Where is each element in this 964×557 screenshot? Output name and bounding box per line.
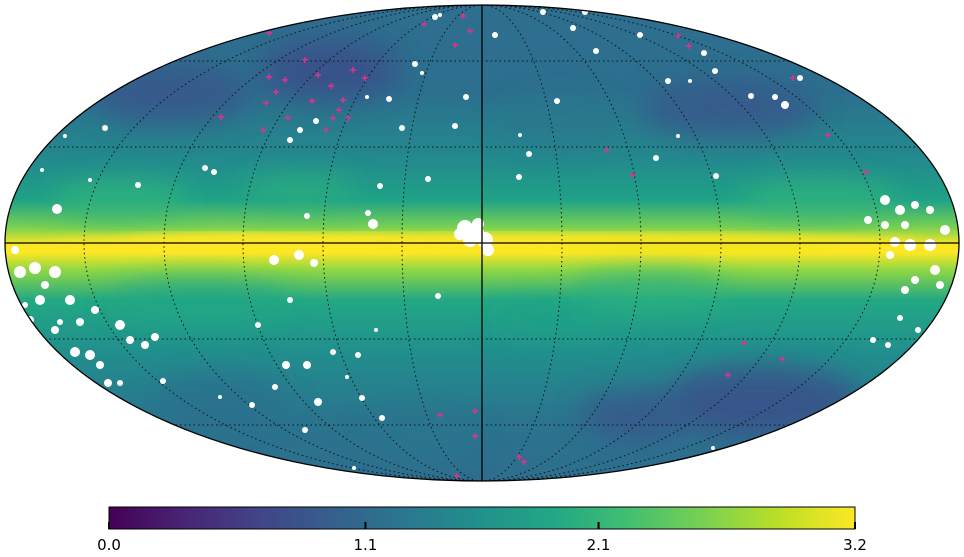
- colorbar: 0.0 1.1 2.1 3.2: [97, 506, 867, 554]
- sky-map: [4, 4, 960, 482]
- map-axes: [4, 4, 960, 482]
- masked-sources: [11, 9, 950, 470]
- point-markers: [218, 13, 869, 479]
- colorbar-tick-label-2: 2.1: [587, 536, 611, 554]
- colorbar-tick-label-0: 0.0: [97, 536, 121, 554]
- colorbar-gradient: [108, 506, 856, 530]
- colorbar-ticks: 0.0 1.1 2.1 3.2: [97, 522, 867, 554]
- colorbar-tick-label-1: 1.1: [354, 536, 378, 554]
- colorbar-tick-label-3: 3.2: [843, 536, 867, 554]
